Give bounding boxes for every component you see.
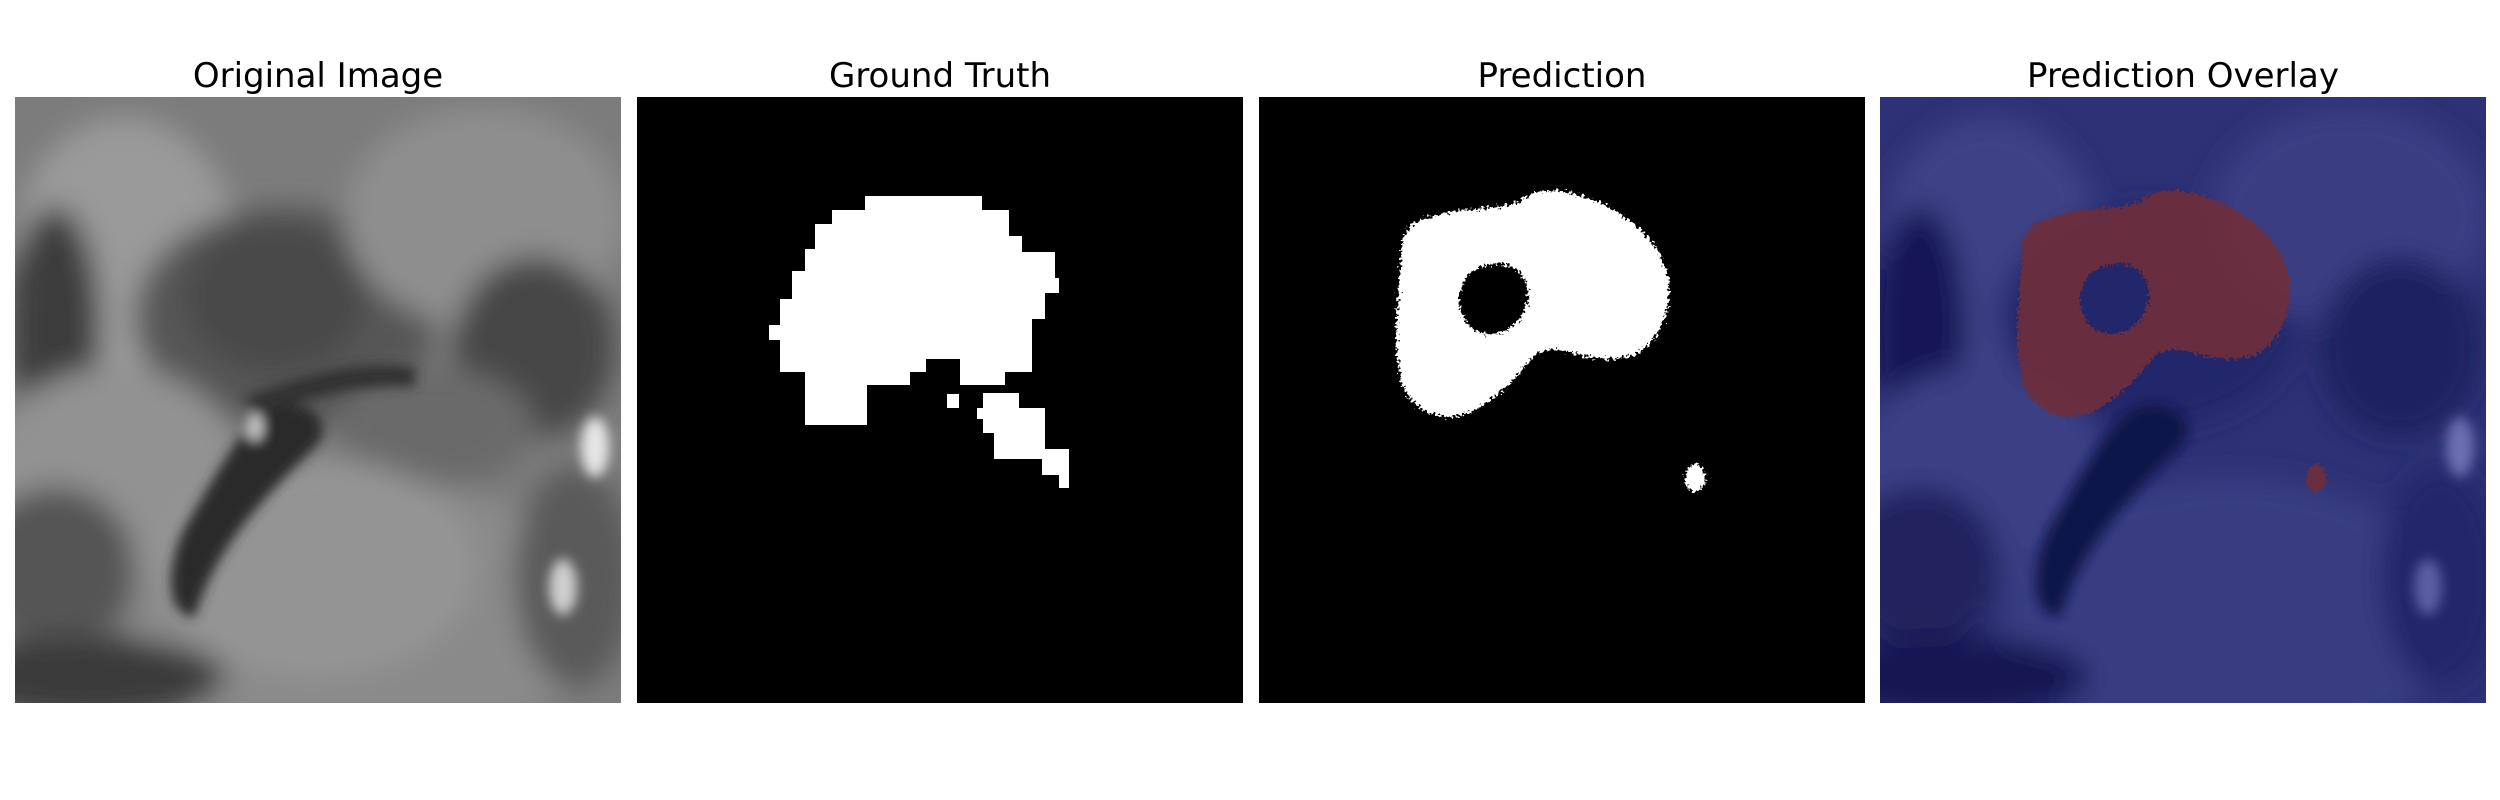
panel-prediction-overlay: Prediction Overlay xyxy=(1880,0,2486,800)
panel-ground-truth: Ground Truth xyxy=(637,0,1243,800)
panel-title: Prediction Overlay xyxy=(2027,56,2339,96)
panel-original-image: Original Image xyxy=(15,0,621,800)
prediction-region-speck xyxy=(1685,464,1705,492)
overlay-prediction-region-main xyxy=(2017,190,2291,417)
prediction-mask xyxy=(1259,97,1865,703)
panel-title: Original Image xyxy=(192,56,444,96)
original-mri-image xyxy=(15,97,621,703)
ground-truth-region-speck xyxy=(947,394,959,408)
prediction-region-main xyxy=(1396,190,1670,417)
prediction-overlay-image xyxy=(1880,97,2486,703)
overlay-prediction-region-speck xyxy=(2306,464,2326,492)
ground-truth-mask xyxy=(637,97,1243,703)
panel-title: Ground Truth xyxy=(828,56,1052,96)
panel-title: Prediction xyxy=(1477,56,1647,96)
ground-truth-region-main xyxy=(769,196,1059,425)
ground-truth-region-lower xyxy=(977,393,1069,488)
panel-prediction: Prediction xyxy=(1259,0,1865,800)
